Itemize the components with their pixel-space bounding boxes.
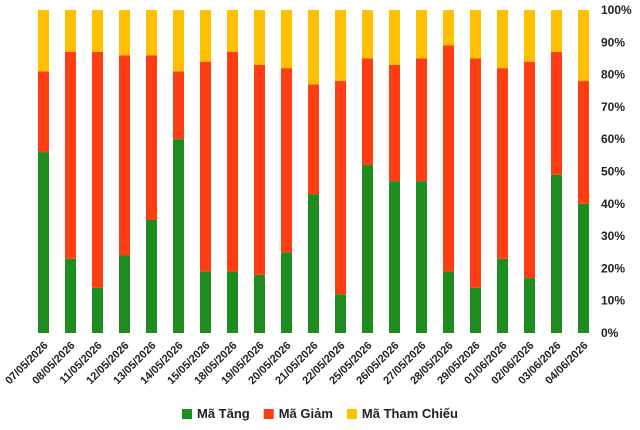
bar-segment-3-19: [524, 10, 535, 62]
bar-segment-3-17: [470, 10, 481, 59]
y-tick-label: 60%: [601, 132, 625, 146]
y-tick-label: 90%: [601, 35, 625, 49]
bar-segment-2-19: [524, 61, 535, 279]
bar-segment-1-9: [254, 274, 265, 333]
bar-segment-2-15: [416, 58, 427, 182]
legend-swatch-3: [346, 409, 357, 419]
bar-segment-2-4: [119, 55, 130, 256]
bar-segment-2-12: [335, 81, 346, 295]
bar-segment-1-3: [92, 287, 103, 333]
bar-segment-1-5: [146, 219, 157, 333]
y-tick-label: 70%: [601, 100, 625, 114]
bar-segment-3-8: [227, 10, 238, 52]
bar-segment-1-13: [362, 165, 373, 333]
y-tick-label: 40%: [601, 197, 625, 211]
bar-segment-2-10: [281, 68, 292, 253]
legend-swatch-1: [182, 409, 192, 419]
bar-segment-1-10: [281, 252, 292, 333]
bar-segment-1-7: [200, 271, 211, 333]
bar-segment-1-20: [551, 174, 562, 333]
bar-segment-3-5: [146, 10, 157, 56]
bar-segment-3-4: [119, 10, 130, 56]
bar-segment-1-15: [416, 181, 427, 333]
bar-segment-2-9: [254, 64, 265, 275]
bars-group: [38, 10, 589, 333]
bar-segment-3-20: [551, 10, 562, 52]
y-tick-label: 30%: [601, 229, 625, 243]
legend-swatch-2: [263, 409, 274, 419]
legend-label-1: Mã Tăng: [197, 406, 250, 421]
bar-segment-3-15: [416, 10, 427, 59]
legend-label-2: Mã Giảm: [279, 406, 333, 421]
bar-segment-2-21: [578, 81, 589, 204]
bar-segment-1-1: [38, 152, 49, 333]
bar-segment-2-20: [551, 51, 562, 175]
bar-segment-1-21: [578, 203, 589, 333]
bar-segment-1-17: [470, 287, 481, 333]
bar-segment-2-17: [470, 58, 481, 288]
bar-segment-1-8: [227, 271, 238, 333]
bar-segment-3-3: [92, 10, 103, 52]
bar-segment-3-12: [335, 10, 346, 82]
bar-segment-2-2: [65, 51, 76, 259]
bar-segment-2-16: [443, 45, 454, 272]
bar-segment-3-21: [578, 10, 589, 82]
bar-segment-2-8: [227, 51, 238, 272]
y-tick-label: 100%: [601, 3, 632, 17]
bar-segment-1-2: [65, 258, 76, 333]
x-axis-ticks: 07/05/202608/05/202611/05/202612/05/2026…: [3, 340, 590, 387]
bar-segment-2-7: [200, 61, 211, 272]
y-tick-label: 20%: [601, 261, 625, 275]
bar-segment-3-10: [281, 10, 292, 69]
bar-segment-3-14: [389, 10, 400, 65]
bar-segment-3-9: [254, 10, 265, 65]
bar-segment-3-11: [308, 10, 319, 85]
bar-segment-1-19: [524, 278, 535, 333]
bar-segment-3-7: [200, 10, 211, 62]
bar-segment-3-6: [173, 10, 184, 72]
bar-segment-1-4: [119, 255, 130, 333]
bar-segment-2-11: [308, 84, 319, 195]
bar-segment-1-11: [308, 194, 319, 333]
bar-segment-3-2: [65, 10, 76, 52]
bar-segment-2-5: [146, 55, 157, 220]
bar-segment-3-16: [443, 10, 454, 46]
bar-segment-2-3: [92, 51, 103, 288]
bar-segment-1-16: [443, 271, 454, 333]
y-tick-label: 80%: [601, 68, 625, 82]
bar-segment-1-6: [173, 139, 184, 333]
legend: Mã Tăng Mã Giảm Mã Tham Chiếu: [182, 406, 458, 421]
bar-segment-1-12: [335, 294, 346, 333]
bar-segment-3-13: [362, 10, 373, 59]
bar-segment-2-13: [362, 58, 373, 166]
bar-segment-2-1: [38, 71, 49, 153]
y-tick-label: 50%: [601, 165, 625, 179]
bar-segment-1-14: [389, 181, 400, 333]
y-axis-ticks: 0% 10% 20% 30% 40% 50% 60% 70% 80% 90% 100%: [601, 3, 632, 340]
bar-segment-2-14: [389, 64, 400, 182]
y-tick-label: 0%: [601, 326, 619, 340]
bar-segment-1-18: [497, 258, 508, 333]
legend-label-3: Mã Tham Chiếu: [362, 406, 458, 421]
bar-segment-2-18: [497, 68, 508, 259]
y-tick-label: 10%: [601, 294, 625, 308]
bar-segment-3-18: [497, 10, 508, 69]
bar-segment-2-6: [173, 71, 184, 140]
bar-segment-3-1: [38, 10, 49, 72]
